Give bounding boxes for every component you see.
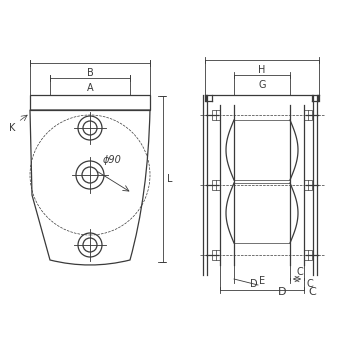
Text: D: D [250,279,258,289]
Text: C: C [308,287,316,297]
Text: ϕ90: ϕ90 [103,155,121,165]
Text: L: L [167,174,173,184]
Text: E: E [259,276,265,286]
Text: K: K [9,123,15,133]
Text: H: H [258,65,266,75]
Text: D: D [278,287,286,297]
Text: A: A [87,83,93,93]
Text: B: B [87,68,93,78]
Text: G: G [258,80,266,90]
Text: C: C [307,279,313,289]
Text: C: C [297,267,303,277]
